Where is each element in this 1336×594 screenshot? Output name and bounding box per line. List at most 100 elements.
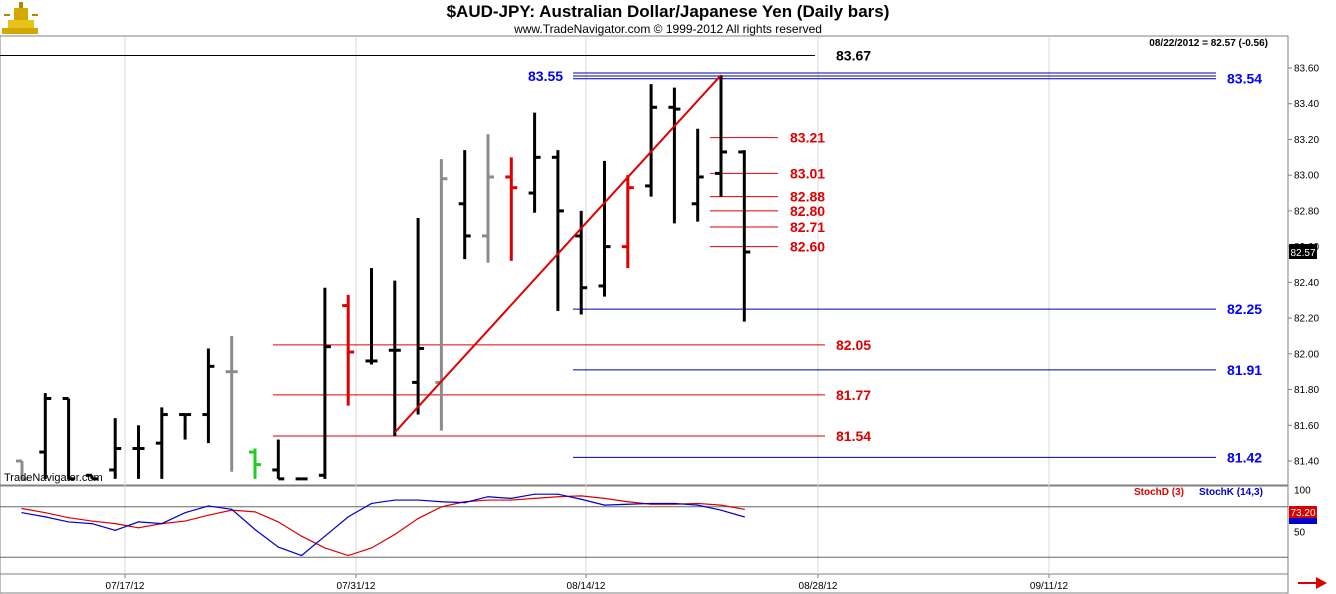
y-tick-label: 83.20 bbox=[1294, 135, 1319, 146]
x-tick-label: 07/17/12 bbox=[106, 581, 145, 592]
stochastic-point bbox=[627, 503, 629, 505]
stochastic-point bbox=[21, 507, 23, 510]
stochastic-point bbox=[324, 547, 326, 549]
stochastic-point bbox=[440, 506, 442, 508]
price-level-label: 83.54 bbox=[1227, 71, 1262, 87]
stochastic-point bbox=[743, 508, 745, 510]
stochastic-point bbox=[464, 502, 466, 504]
stochastic-series-line bbox=[21, 493, 745, 557]
stochastic-point bbox=[440, 501, 442, 503]
stochastic-point bbox=[277, 521, 279, 523]
stochastic-point bbox=[114, 529, 116, 531]
stochastic-point bbox=[137, 527, 140, 529]
price-level-label: 83.55 bbox=[528, 68, 563, 84]
stochastic-point bbox=[394, 499, 396, 501]
stochastic-point bbox=[347, 516, 349, 518]
stochastic-point bbox=[534, 493, 536, 495]
stochastic-point bbox=[603, 497, 606, 499]
price-level-label: 82.60 bbox=[790, 239, 825, 255]
stochastic-point bbox=[557, 496, 559, 498]
stochastic-point bbox=[394, 533, 396, 536]
stochastic-point bbox=[417, 517, 419, 520]
stochastic-y-tick-label: 100 bbox=[1294, 486, 1311, 497]
stochastic-point bbox=[137, 521, 140, 523]
copyright-notice: www.TradeNavigator.com © 1999-2012 All r… bbox=[514, 22, 822, 36]
stochastic-point bbox=[673, 502, 676, 505]
trendline bbox=[394, 74, 722, 434]
stochastic-point bbox=[184, 520, 186, 522]
last-price-label: 82.57 bbox=[1290, 248, 1315, 259]
stochastic-point bbox=[650, 502, 652, 505]
stochastic-point bbox=[254, 528, 256, 531]
stochastic-point bbox=[91, 523, 93, 525]
stochastic-point bbox=[510, 497, 512, 499]
stochastic-point bbox=[627, 501, 629, 503]
stochastic-point bbox=[254, 511, 256, 513]
legend-stoch-k: StochK (14,3) bbox=[1199, 487, 1263, 498]
y-tick-label: 83.60 bbox=[1294, 64, 1319, 75]
stochastic-point bbox=[697, 502, 699, 505]
price-level-label: 83.01 bbox=[790, 165, 825, 181]
x-tick-label: 08/28/12 bbox=[799, 581, 838, 592]
watermark: TradeNavigator.com bbox=[4, 472, 103, 484]
y-tick-label: 82.40 bbox=[1294, 278, 1319, 289]
stochastic-point bbox=[487, 496, 489, 498]
stochastic-point bbox=[68, 521, 70, 523]
stochastic-point bbox=[301, 554, 303, 557]
stochastic-point bbox=[207, 505, 209, 507]
stochastic-point bbox=[603, 504, 606, 506]
x-tick-label: 07/31/12 bbox=[337, 581, 376, 592]
stochastic-point bbox=[697, 504, 699, 506]
stochastic-point bbox=[44, 516, 46, 518]
price-level-label: 81.91 bbox=[1227, 362, 1262, 378]
logo-icon bbox=[2, 2, 38, 34]
stochastic-point bbox=[743, 516, 745, 518]
price-level-label: 83.67 bbox=[836, 47, 871, 63]
stochastic-point bbox=[580, 495, 582, 497]
stochastic-series-line bbox=[21, 495, 745, 557]
stochastic-point bbox=[720, 504, 722, 506]
stoch-last-box bbox=[1289, 506, 1317, 519]
stochastic-point bbox=[277, 546, 279, 548]
price-panel bbox=[0, 35, 1289, 486]
y-tick-label: 82.00 bbox=[1294, 349, 1319, 360]
stochastic-point bbox=[114, 523, 116, 525]
stochastic-point bbox=[347, 554, 349, 557]
last-price-info: 08/22/2012 = 82.57 (-0.56) bbox=[1149, 38, 1268, 49]
scroll-right-arrow-icon[interactable] bbox=[1296, 576, 1328, 590]
price-level-label: 83.21 bbox=[790, 130, 825, 146]
stochastic-point bbox=[44, 512, 46, 514]
stochastic-panel bbox=[0, 485, 1289, 575]
stochastic-point bbox=[417, 499, 419, 501]
stochastic-point bbox=[487, 499, 489, 501]
time-axis bbox=[0, 573, 1289, 594]
y-tick-label: 83.00 bbox=[1294, 171, 1319, 182]
price-level-label: 82.80 bbox=[790, 203, 825, 219]
stochastic-point bbox=[207, 514, 209, 516]
legend-stoch-d: StochD (3) bbox=[1134, 487, 1184, 498]
y-tick-label: 81.80 bbox=[1294, 385, 1319, 396]
x-tick-label: 08/14/12 bbox=[567, 581, 606, 592]
stochastic-point bbox=[301, 535, 303, 537]
stochastic-point bbox=[370, 547, 373, 549]
chart-title: $AUD-JPY: Australian Dollar/Japanese Yen… bbox=[446, 2, 890, 21]
stochastic-point bbox=[557, 493, 559, 495]
y-tick-label: 82.20 bbox=[1294, 314, 1319, 325]
price-level-label: 82.71 bbox=[790, 219, 825, 235]
y-tick-label: 81.60 bbox=[1294, 421, 1319, 432]
stochastic-point bbox=[161, 523, 163, 525]
stochastic-point bbox=[510, 499, 512, 501]
price-level-label: 82.88 bbox=[790, 189, 825, 205]
stochastic-point bbox=[370, 502, 373, 505]
price-level-label: 82.25 bbox=[1227, 301, 1262, 317]
stochastic-point bbox=[720, 509, 722, 511]
stochastic-point bbox=[580, 498, 582, 500]
price-level-label: 81.54 bbox=[836, 428, 871, 444]
stochastic-point bbox=[68, 517, 70, 519]
stochastic-point bbox=[324, 535, 326, 537]
stoch-last-label: 73.20 bbox=[1290, 508, 1315, 519]
stoch-k-last-box bbox=[1289, 518, 1317, 524]
stochastic-point bbox=[534, 497, 536, 499]
price-level-label: 81.77 bbox=[836, 387, 871, 403]
